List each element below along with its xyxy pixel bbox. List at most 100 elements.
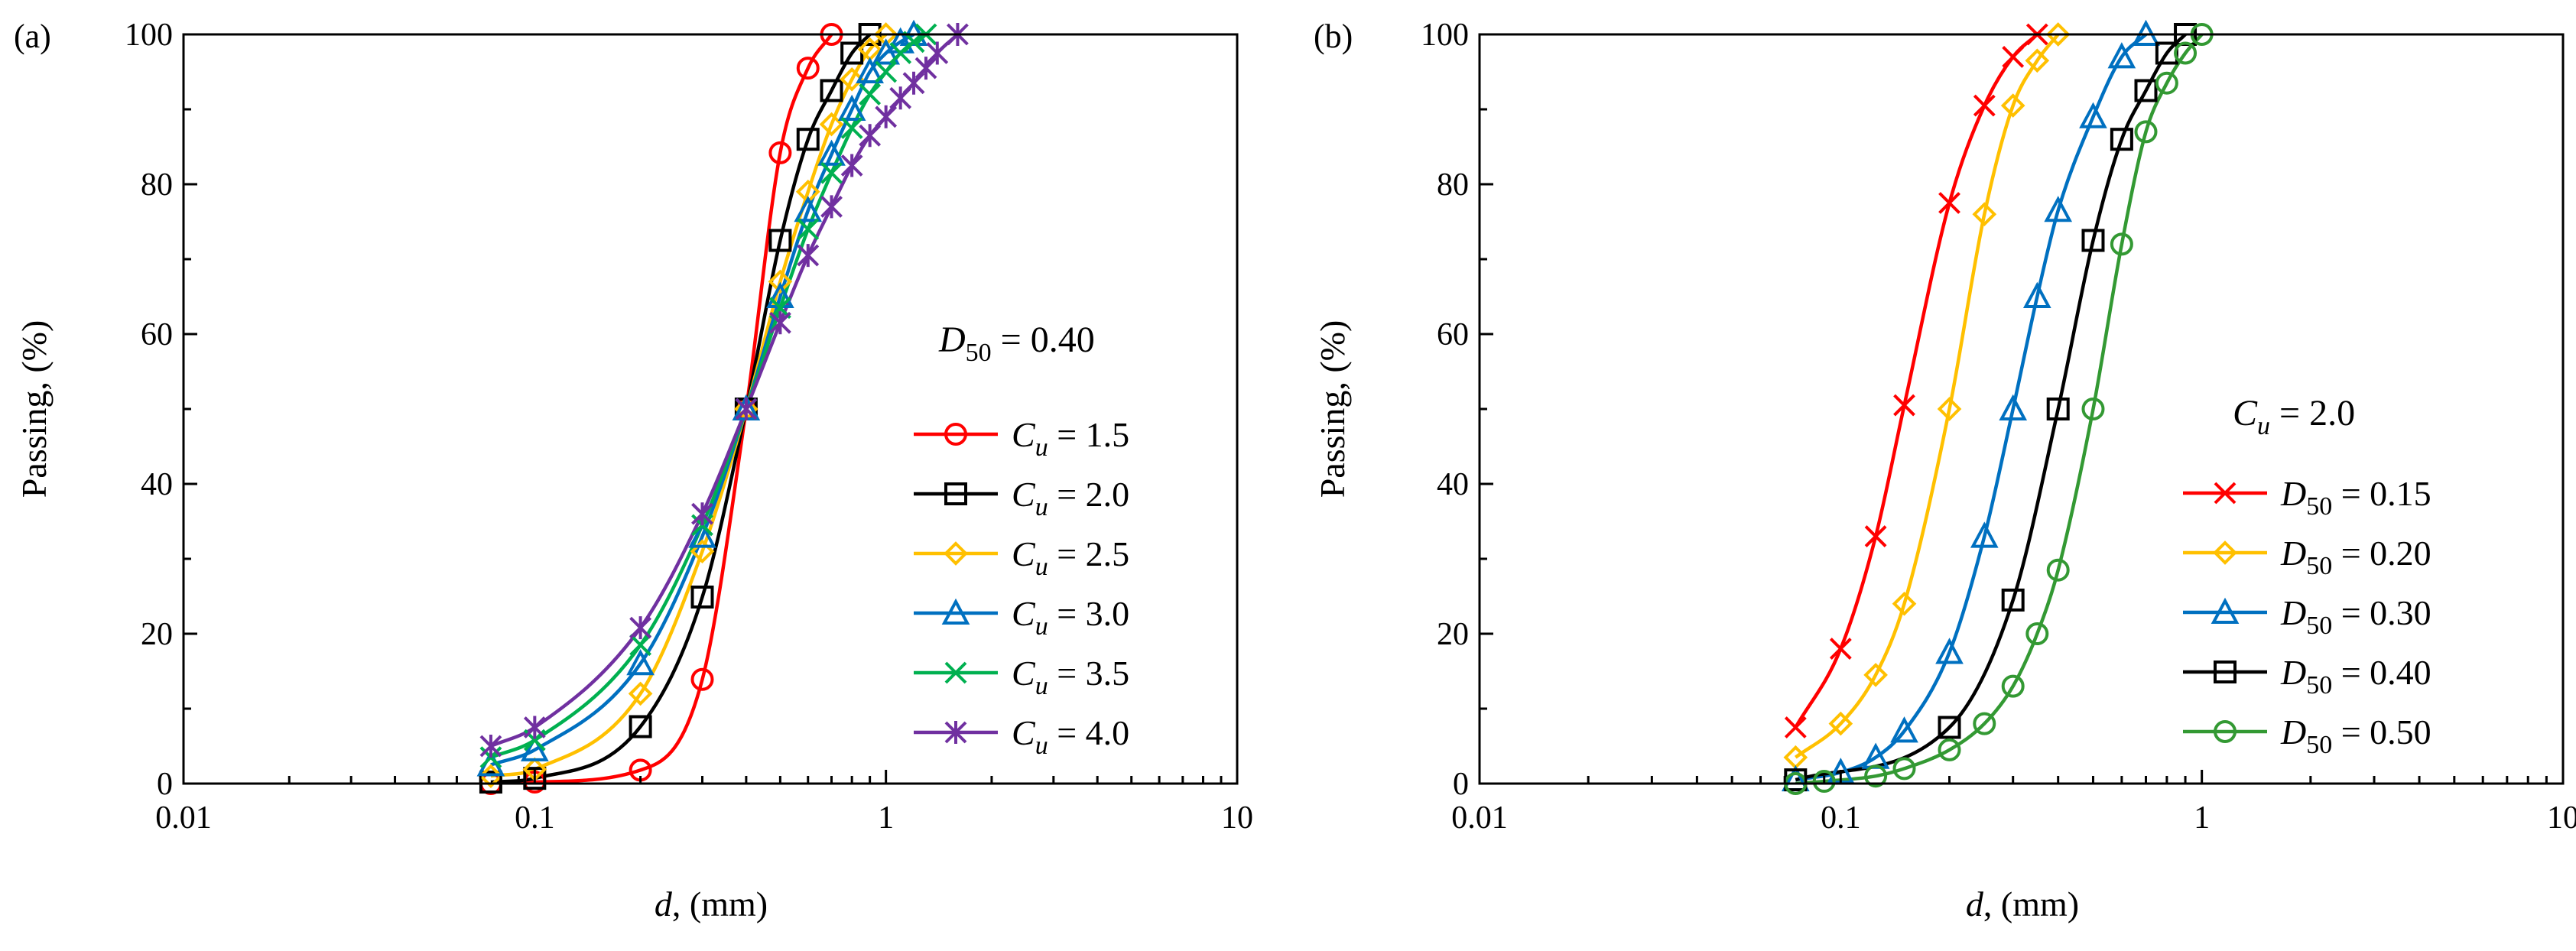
panel-b-xtick-label: 10 (2547, 800, 2576, 836)
panel-b-series-line-3 (1795, 34, 2187, 782)
panel-a-series-5-point-3 (691, 502, 713, 526)
panel-a-series-3-point-2 (626, 648, 655, 676)
panel-b-legend-marker-2-0 (2211, 597, 2240, 624)
panel-b-ytick-label: 20 (1437, 617, 1469, 652)
panel-b-series-3-point-2 (2001, 588, 2025, 612)
panel-b-x-axis-title: d, (mm) (1966, 884, 2079, 923)
panel-b-annotation-value: = 2.0 (2270, 393, 2355, 433)
panel-b-series-4-point-5 (1973, 712, 1996, 735)
panel-b-ytick-label: 100 (1421, 18, 1469, 53)
panel-a-xtick-label: 10 (1221, 800, 1253, 836)
panel-a-series-2-point-7 (819, 112, 844, 137)
panel-a-ytick-label: 100 (125, 18, 173, 53)
panel-b-legend-marker-1-0 (2213, 540, 2237, 565)
panel-b-series-2-point-3 (1890, 716, 1918, 743)
panel-b-legend-sym-4: D (2280, 712, 2306, 751)
panel-b-series-1-point-8 (2045, 22, 2071, 47)
panel-a-x-var: d (655, 884, 673, 923)
panel-a-legend-sym-3: C (1012, 594, 1036, 633)
panel-a-series-5-point-4 (735, 398, 758, 420)
panel-a-x-unit: , (mm) (672, 884, 768, 923)
panel-b-series-4-point-11 (2134, 120, 2158, 144)
panel-b-series-1-point-3 (1892, 591, 1917, 616)
panel-b-legend-sym-1: D (2280, 534, 2306, 573)
panel-a-legend-label-5: Cu = 4.0 (1012, 713, 1129, 760)
panel-b-series-4-point-2 (1864, 764, 1888, 788)
panel-a-legend-sub-0: u (1035, 433, 1048, 462)
panel-a-legend: Cu = 1.5Cu = 2.0Cu = 2.5Cu = 3.0Cu = 3.5… (914, 415, 1129, 760)
panel-a-series-4-point-8 (840, 117, 863, 139)
panel-a-series-4-point-9 (859, 83, 882, 105)
panel-b-series-2-point-6 (1999, 394, 2028, 420)
panel-a-legend-value-5: = 4.0 (1048, 713, 1129, 752)
panel-a-legend-sym-1: C (1012, 475, 1036, 514)
panel-a-series-0-point-6 (796, 57, 820, 80)
panel-b-legend-label-4: D50 = 0.50 (2280, 712, 2431, 759)
panel-a-series-line-2 (490, 34, 888, 778)
panel-a-series-1-point-6 (796, 128, 820, 151)
panel-b-legend-value-3: = 0.40 (2332, 653, 2431, 692)
panel-a-annotation-var: D (938, 320, 966, 360)
panel-b-ytick-label: 60 (1437, 317, 1469, 352)
panel-b-legend-value-4: = 0.50 (2332, 712, 2431, 751)
panel-a-series-1-point-3 (690, 585, 714, 609)
panel-b-legend-value-2: = 0.30 (2332, 593, 2431, 632)
panel-a-series-line-5 (490, 34, 959, 748)
panel-b-curves (1794, 34, 2204, 784)
panel-b-annotation: Cu = 2.0 (2233, 393, 2355, 440)
panel-a-series-5-point-10 (875, 105, 898, 128)
panel-b-legend-marker-4-0 (2214, 720, 2237, 743)
panel-a-series-5-point-2 (629, 616, 652, 640)
panel-b-series-4-point-12 (2155, 71, 2178, 95)
panel-b-series-2-point-8 (2044, 196, 2073, 222)
panel-b-series-line-1 (1794, 34, 2060, 759)
panel-b-ytick-label: 80 (1437, 167, 1469, 203)
panel-a-series-0-point-5 (768, 141, 792, 164)
panel-a-legend-value-0: = 1.5 (1048, 415, 1129, 454)
panel-a-series-2-point-8 (840, 67, 864, 92)
panel-a-series-line-3 (490, 34, 915, 767)
panel-b-legend-sub-3: 50 (2306, 671, 2332, 699)
panel-a-legend-sub-4: u (1035, 672, 1048, 700)
panel-b-series-4-point-3 (1892, 757, 1916, 781)
panel-b-series-2-point-7 (2022, 281, 2051, 308)
panel-a-series-5-point-13 (914, 57, 937, 80)
panel-a-series-1-point-7 (820, 79, 843, 102)
panel-b-series-0-point-6 (2002, 45, 2025, 68)
panel-a-series-4-point-6 (797, 218, 820, 241)
panel-b-series-4-point-6 (2001, 674, 2025, 698)
panel-a-series-5-point-5 (768, 311, 791, 335)
panel-a-ytick-label: 80 (141, 167, 173, 203)
panel-b-x-unit: , (mm) (1983, 884, 2079, 923)
panel-a-legend-sub-5: u (1035, 732, 1048, 760)
panel-a-legend-value-1: = 2.0 (1048, 475, 1129, 514)
panel-a-legend-label-1: Cu = 2.0 (1012, 475, 1129, 521)
panel-a-series-5-point-7 (820, 195, 843, 219)
panel-a-annotation: D50 = 0.40 (938, 320, 1095, 367)
panel-b-legend-sym-2: D (2280, 593, 2306, 632)
panel-a-xtick-label: 0.1 (515, 800, 555, 836)
panel-a-legend-marker-3-0 (941, 598, 970, 625)
panel-b-tag: (b) (1314, 18, 1353, 55)
panel-a-ytick-label: 0 (157, 767, 173, 802)
panel-b-legend-marker-0-0 (2214, 482, 2237, 505)
panel-a-xtick-label: 1 (878, 800, 894, 836)
panel-b-legend-value-1: = 0.20 (2332, 534, 2431, 573)
panel-a-x-axis-title: d, (mm) (655, 884, 768, 923)
panel-b-series-1-point-4 (1937, 397, 1962, 421)
panel-b-series-1-point-7 (2025, 48, 2050, 73)
panel-b-series-2-point-10 (2107, 42, 2136, 69)
panel-b-x-var: d (1966, 884, 1984, 923)
panel-a-series-3-point-3 (688, 521, 716, 548)
panel-b-xtick-label: 0.1 (1821, 800, 1861, 836)
panel-a-series-1-point-5 (768, 229, 792, 252)
panel-a-legend-marker-0-0 (944, 423, 967, 446)
panel-a-legend-sym-2: C (1012, 534, 1036, 573)
panel-a-series-3-point-6 (794, 196, 823, 222)
panel-a-legend-value-3: = 3.0 (1048, 594, 1129, 633)
panel-a-series-line-0 (490, 34, 833, 784)
panel-a-legend-sub-3: u (1035, 612, 1048, 641)
panel-a-series-5-point-14 (926, 41, 949, 65)
panel-a-series-5-point-12 (902, 71, 925, 95)
